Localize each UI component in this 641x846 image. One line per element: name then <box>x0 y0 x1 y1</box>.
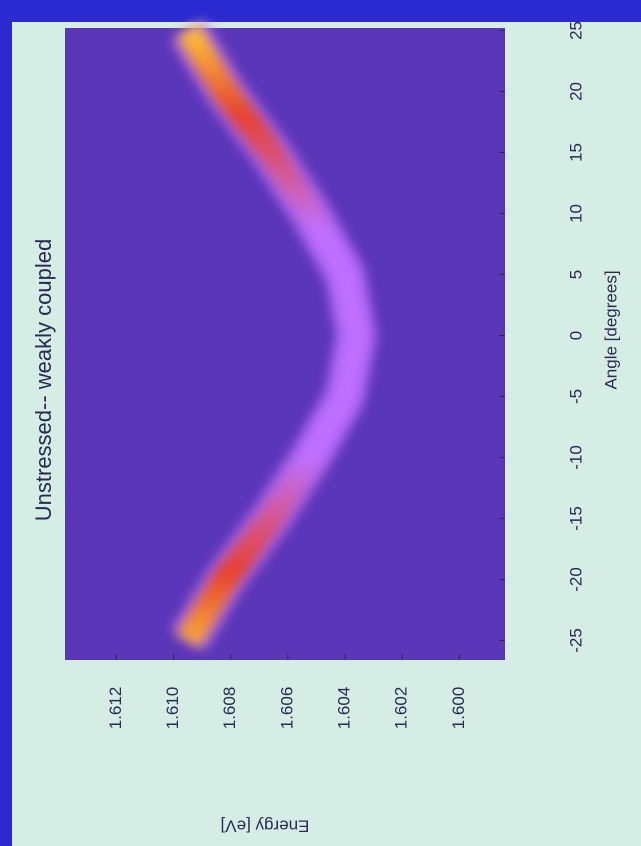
x-tick-label: -15 <box>566 506 585 531</box>
chart: Unstressed-- weakly coupled Angle [degre… <box>0 0 641 846</box>
x-tick-label: 0 <box>566 331 585 340</box>
y-axis-label: Energy [eV] <box>221 817 310 836</box>
y-tick-label: 1.602 <box>392 687 411 730</box>
y-tick-label: 1.608 <box>220 687 239 730</box>
x-tick-label: -5 <box>566 389 585 404</box>
chart-title: Unstressed-- weakly coupled <box>31 239 56 521</box>
x-tick-label: 15 <box>566 143 585 162</box>
x-tick-label: -20 <box>566 567 585 592</box>
x-axis-label: Angle [degrees] <box>601 270 620 389</box>
x-tick-label: -25 <box>566 628 585 653</box>
y-tick-label: 1.612 <box>106 687 125 730</box>
x-tick-label: -10 <box>566 445 585 470</box>
x-tick-label: 25 <box>566 21 585 40</box>
x-tick-label: 10 <box>566 204 585 223</box>
plot-area <box>65 28 505 660</box>
y-tick-label: 1.610 <box>163 687 182 730</box>
y-tick-label: 1.606 <box>277 687 296 730</box>
x-tick-label: 5 <box>566 270 585 279</box>
y-tick-label: 1.604 <box>334 687 353 730</box>
x-tick-label: 20 <box>566 82 585 101</box>
y-tick-label: 1.600 <box>449 687 468 730</box>
